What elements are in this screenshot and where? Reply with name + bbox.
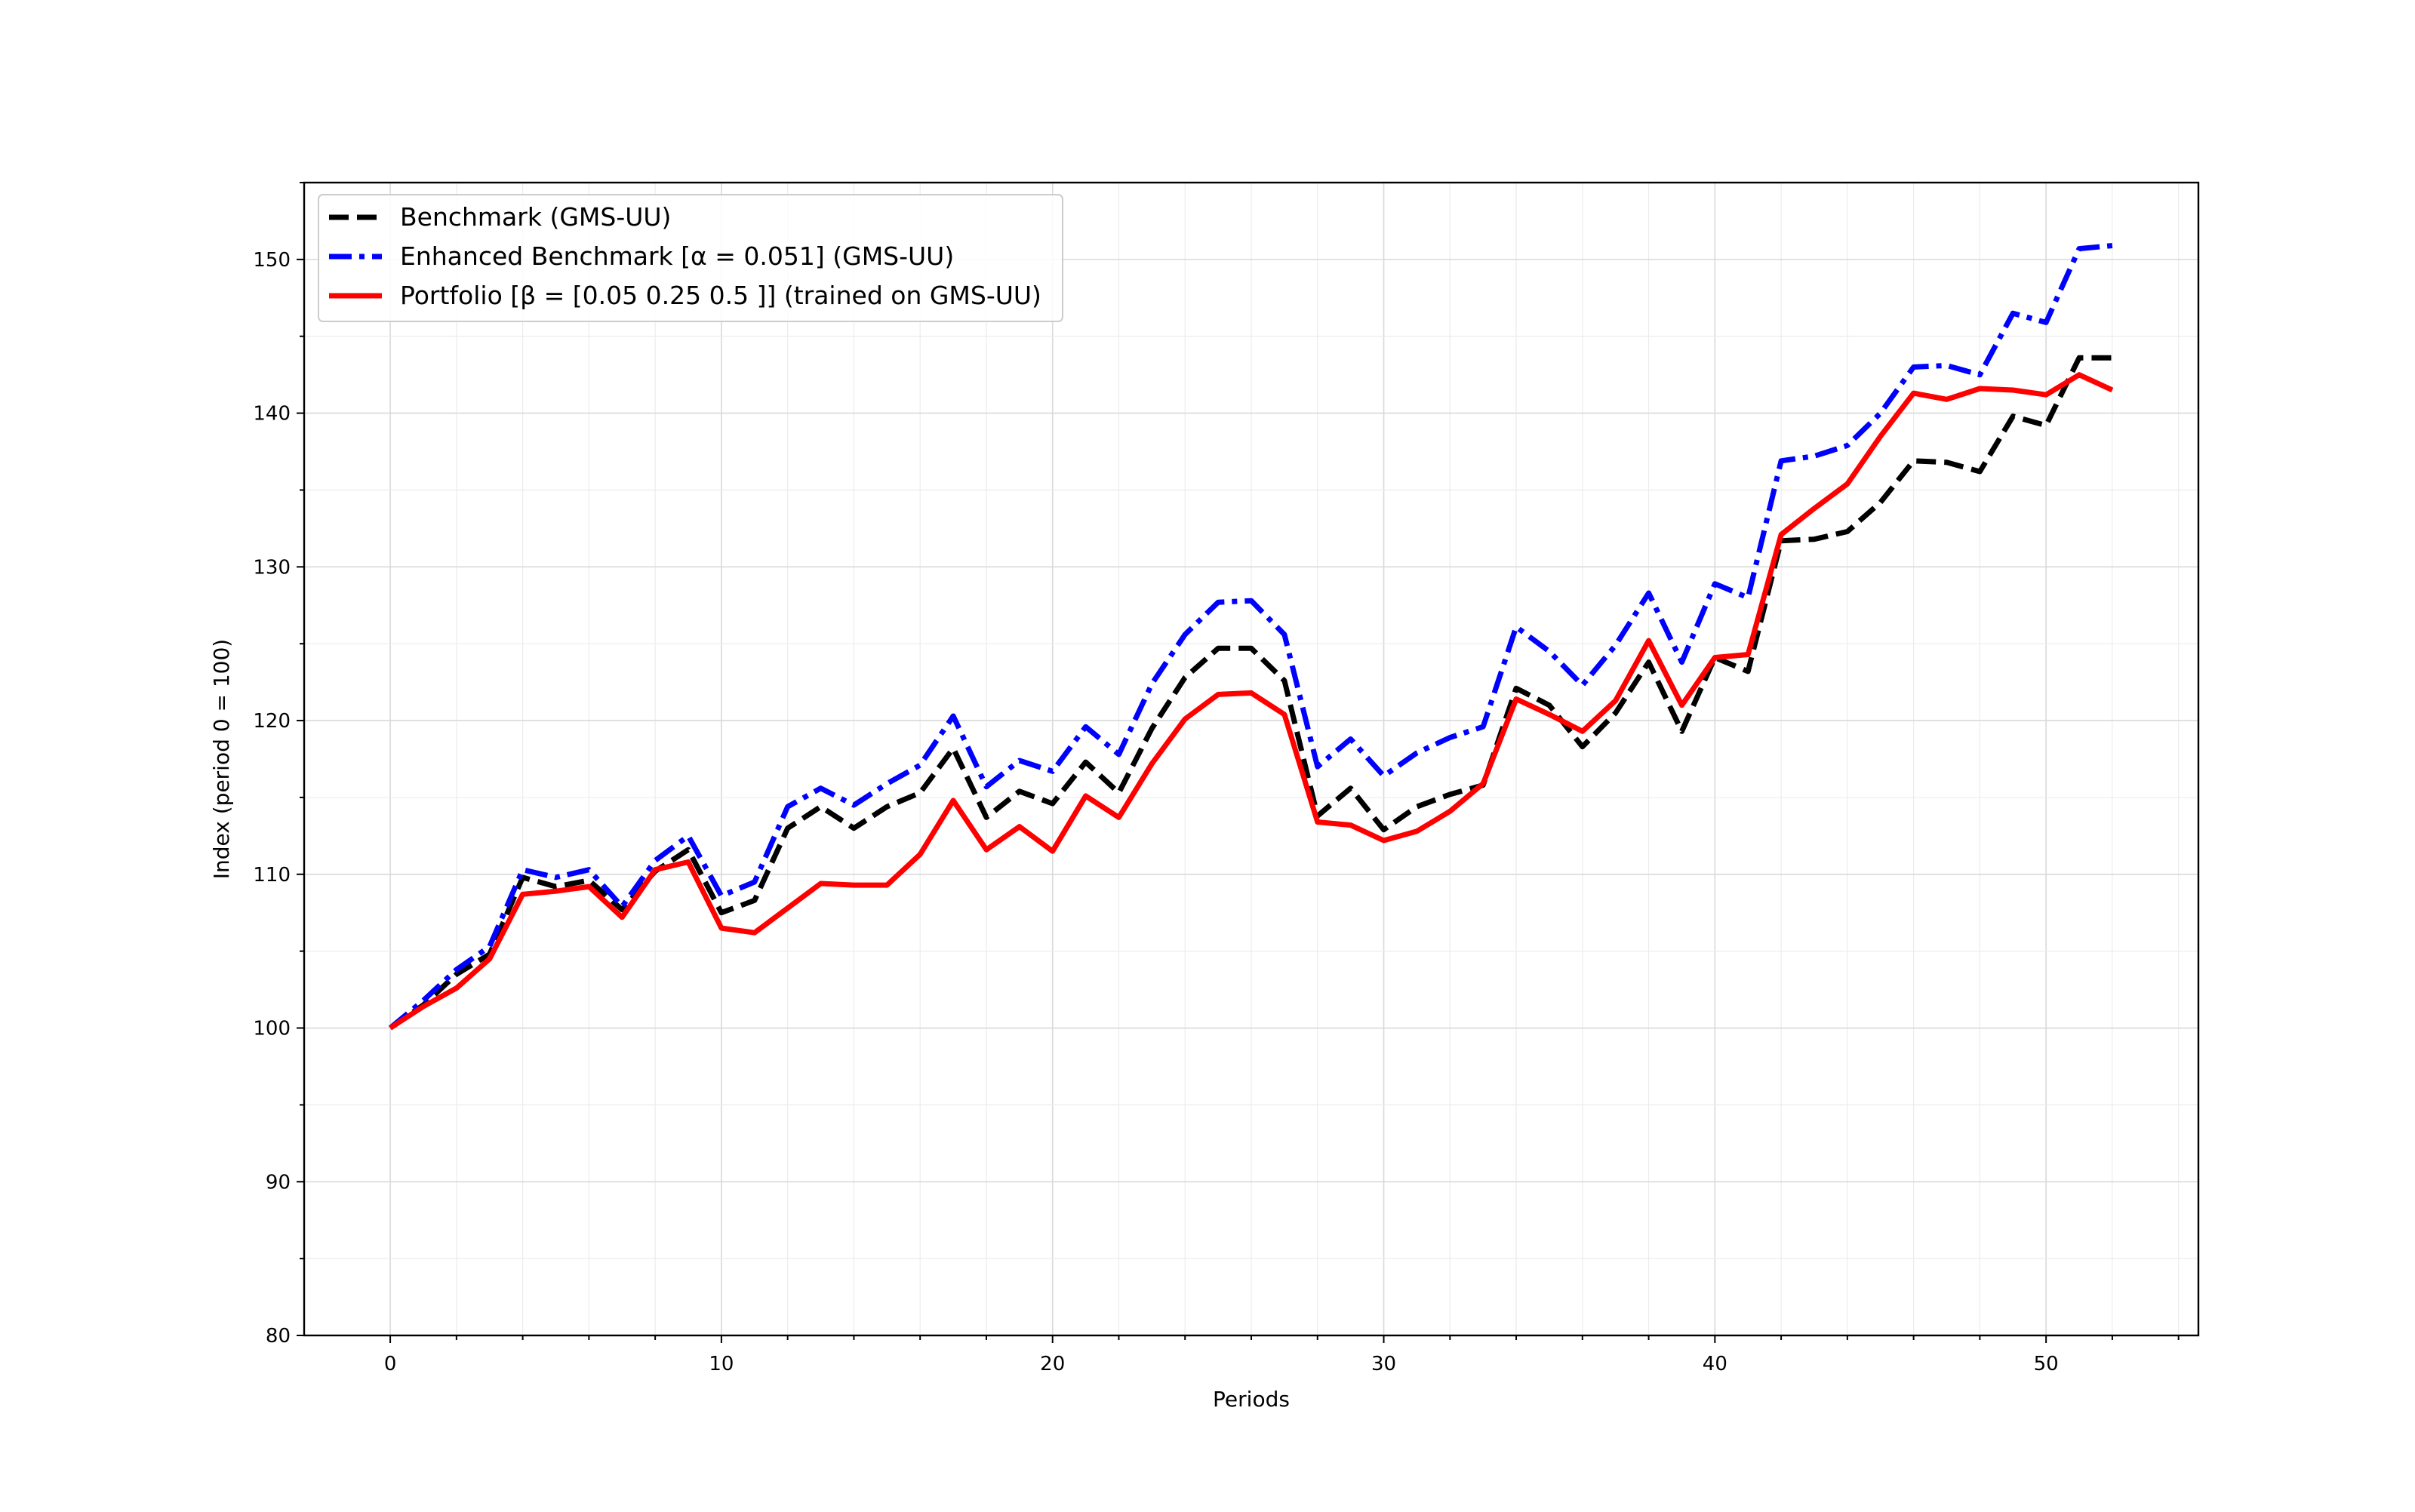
legend-label-benchmark: Benchmark (GMS-UU) (400, 202, 671, 232)
y-tick-label: 90 (266, 1171, 291, 1194)
legend: Benchmark (GMS-UU) Enhanced Benchmark [α… (318, 194, 1063, 322)
x-tick-label: 10 (709, 1353, 734, 1375)
x-tick-label: 0 (384, 1353, 397, 1375)
x-tick-label: 30 (1371, 1353, 1396, 1375)
legend-entry-benchmark: Benchmark (GMS-UU) (329, 202, 671, 232)
series-line-portfolio (389, 372, 2114, 1031)
y-tick-label: 120 (253, 710, 291, 733)
x-tick-label: 50 (2034, 1353, 2059, 1375)
y-tick-label: 110 (253, 864, 291, 887)
series-line-enhanced-benchmark (388, 243, 2113, 1031)
y-tick-label: 130 (253, 556, 291, 579)
legend-entry-enhanced-benchmark: Enhanced Benchmark [α = 0.051] (GMS-UU) (329, 241, 954, 271)
y-tick-label: 150 (253, 249, 291, 272)
legend-label-portfolio: Portfolio [β = [0.05 0.25 0.5 ]] (traine… (400, 281, 1041, 310)
legend-label-enhanced-benchmark: Enhanced Benchmark [α = 0.051] (GMS-UU) (400, 241, 954, 271)
y-tick-label: 80 (266, 1325, 291, 1348)
x-axis-title: Periods (1213, 1387, 1290, 1412)
x-tick-label: 40 (1703, 1353, 1727, 1375)
x-tick-label: 20 (1040, 1353, 1065, 1375)
series-lines (388, 243, 2114, 1031)
legend-box (318, 194, 1063, 322)
y-tick-label: 100 (253, 1018, 291, 1040)
legend-entry-portfolio: Portfolio [β = [0.05 0.25 0.5 ]] (traine… (329, 281, 1041, 310)
y-tick-label: 140 (253, 403, 291, 426)
axis-ticks: 0 10 20 30 40 50 80 90 100 110 120 130 140 150 (253, 182, 2180, 1375)
y-axis-title: Index (period 0 = 100) (209, 639, 234, 879)
series-line-benchmark (389, 355, 2112, 1031)
